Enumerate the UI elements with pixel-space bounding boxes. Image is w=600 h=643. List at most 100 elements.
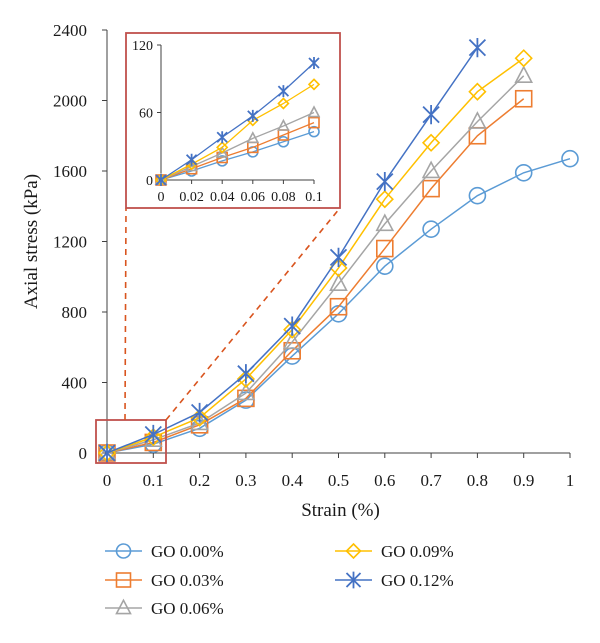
- data-point-diamond: [307, 78, 321, 91]
- data-point-square: [329, 297, 348, 316]
- data-point-triangle: [115, 598, 132, 615]
- data-point-star: [283, 316, 301, 336]
- x-tick-label: 0.9: [513, 471, 534, 490]
- x-tick-label: 0.4: [282, 471, 304, 490]
- y-tick-label: 1600: [53, 162, 87, 181]
- x-tick-label: 0.5: [328, 471, 349, 490]
- inset-y-tick-label: 60: [139, 107, 153, 122]
- data-point-triangle: [282, 331, 302, 350]
- data-point-triangle: [215, 145, 229, 158]
- legend-label: GO 0.00%: [151, 542, 224, 561]
- data-point-triangle: [246, 131, 260, 144]
- zoom-connector-left: [124, 207, 127, 421]
- data-point-diamond: [144, 428, 163, 447]
- x-tick-label: 0: [103, 471, 112, 490]
- data-point-circle: [514, 163, 533, 182]
- series-line: [106, 98, 525, 454]
- data-point-triangle: [514, 65, 534, 84]
- zoom-connector-right: [165, 207, 341, 421]
- data-point-square: [375, 239, 394, 258]
- legend-item: GO 0.03%: [105, 571, 224, 590]
- data-point-star: [155, 174, 167, 186]
- x-tick-label: 1: [566, 471, 575, 490]
- series-line: [106, 75, 525, 454]
- inset-series-line: [160, 111, 315, 181]
- y-tick-label: 1200: [53, 233, 87, 252]
- data-point-triangle: [277, 118, 290, 131]
- data-point-triangle: [375, 213, 395, 232]
- y-tick-label: 0: [79, 444, 88, 463]
- data-point-star: [277, 85, 290, 98]
- data-point-square: [422, 179, 440, 198]
- data-point-star: [144, 424, 162, 445]
- inset-x-tick-label: 0.06: [241, 190, 266, 205]
- data-point-triangle: [307, 105, 321, 118]
- inset-series-line: [160, 83, 315, 181]
- legend-item: GO 0.12%: [335, 571, 454, 590]
- inset-x-tick-label: 0.02: [179, 190, 204, 205]
- y-tick-label: 2000: [53, 92, 87, 111]
- inset-x-tick-label: 0.04: [210, 190, 235, 205]
- x-axis-title: Strain (%): [301, 500, 380, 521]
- data-point-circle: [375, 257, 394, 275]
- data-point-triangle: [329, 273, 348, 292]
- data-point-diamond: [216, 141, 229, 154]
- data-point-circle: [277, 135, 290, 148]
- x-tick-label: 0.2: [189, 471, 210, 490]
- data-point-diamond: [514, 49, 533, 68]
- data-point-star: [185, 153, 198, 166]
- y-tick-label: 400: [62, 374, 88, 393]
- data-point-diamond: [421, 133, 441, 152]
- inset-x-tick-label: 0: [158, 190, 165, 205]
- data-point-star: [345, 571, 362, 589]
- data-point-circle: [561, 149, 579, 168]
- inset-y-tick-label: 0: [146, 174, 153, 189]
- legend-item: GO 0.06%: [105, 598, 224, 618]
- data-point-star: [468, 38, 487, 58]
- x-tick-label: 0.8: [467, 471, 488, 490]
- data-point-star: [376, 171, 394, 192]
- data-point-diamond: [283, 320, 302, 339]
- data-point-circle: [115, 543, 132, 559]
- legend-item: GO 0.09%: [335, 542, 454, 561]
- series-line: [106, 157, 571, 454]
- y-tick-label: 2400: [53, 21, 87, 40]
- data-point-diamond: [375, 190, 394, 209]
- data-point-circle: [422, 220, 440, 238]
- x-tick-label: 0.6: [374, 471, 395, 490]
- data-point-diamond: [468, 82, 487, 101]
- data-point-square: [514, 89, 533, 108]
- legend-label: GO 0.09%: [381, 542, 454, 561]
- x-tick-label: 0.1: [143, 471, 164, 490]
- data-point-star: [237, 364, 255, 384]
- data-point-star: [329, 247, 348, 267]
- data-point-star: [422, 105, 440, 125]
- series-line: [106, 57, 525, 454]
- x-tick-label: 0.3: [235, 471, 256, 490]
- data-point-star: [247, 109, 259, 122]
- series-go-0-12: [98, 38, 487, 463]
- data-point-square: [115, 572, 132, 588]
- data-point-diamond: [277, 97, 290, 110]
- inset-x-tick-label: 0.1: [305, 190, 323, 205]
- data-point-star: [190, 402, 209, 423]
- legend: GO 0.00% GO 0.03% GO 0.06% GO 0.09% GO 0.12%: [105, 542, 454, 618]
- legend-label: GO 0.06%: [151, 599, 224, 618]
- data-point-star: [216, 131, 228, 144]
- y-tick-label: 800: [62, 303, 88, 322]
- data-point-circle: [468, 186, 487, 205]
- data-point-diamond: [236, 369, 256, 389]
- data-point-triangle: [421, 160, 441, 179]
- inset-y-tick-label: 120: [132, 39, 153, 54]
- inset-series: [155, 57, 320, 186]
- data-point-triangle: [236, 382, 256, 401]
- legend-label: GO 0.03%: [151, 571, 224, 590]
- data-point-triangle: [468, 111, 487, 129]
- data-point-circle: [308, 125, 320, 138]
- inset-x-tick-label: 0.08: [271, 190, 296, 205]
- data-point-star: [98, 443, 116, 463]
- data-point-star: [308, 57, 320, 69]
- zoom-region-box: [95, 419, 167, 464]
- data-point-square: [308, 116, 320, 129]
- y-axis-title: Axial stress (kPa): [21, 174, 42, 309]
